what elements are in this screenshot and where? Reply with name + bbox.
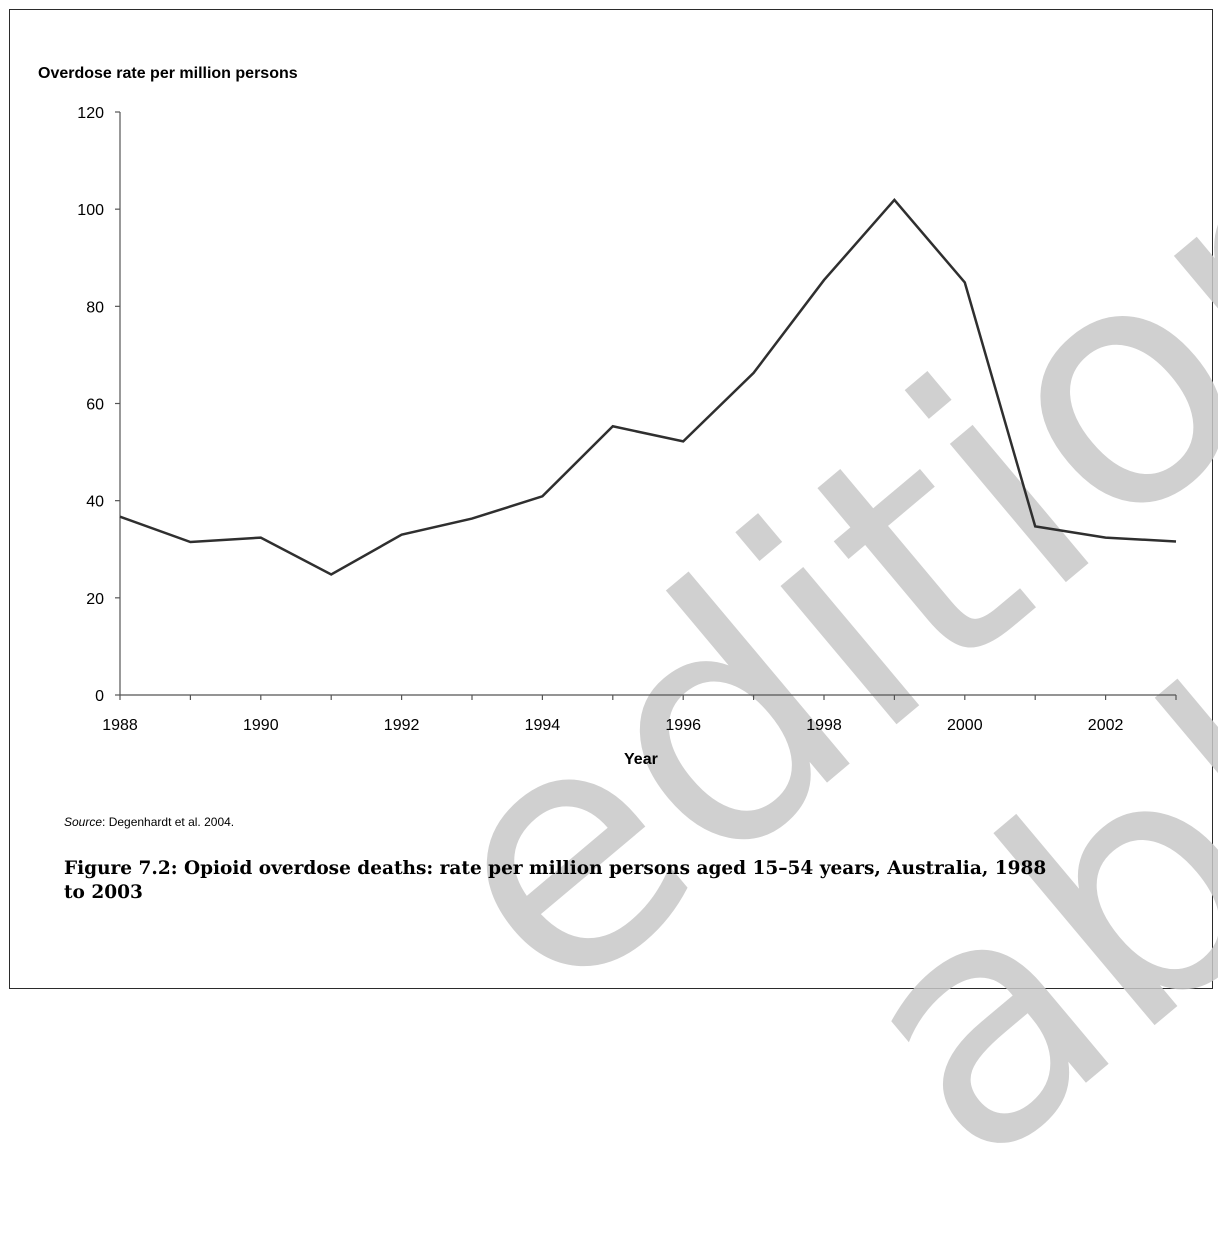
y-tick-label: 120 (77, 105, 104, 122)
x-tick-label: 2002 (1088, 717, 1124, 734)
figure-caption: Figure 7.2: Opioid overdose deaths: rate… (64, 857, 1064, 905)
y-tick-label: 80 (86, 299, 104, 316)
y-tick-label: 60 (86, 397, 104, 414)
y-tick-label: 20 (86, 591, 104, 608)
x-tick-label: 1992 (384, 717, 420, 734)
x-tick-label: 1996 (665, 717, 701, 734)
y-tick-label: 100 (77, 202, 104, 219)
source-note: Source: Degenhardt et al. 2004. (64, 815, 234, 829)
line-chart: 0 20 40 60 80 100 120 1988 1990 1992 1994 1996 1998 2… (0, 0, 1218, 800)
x-tick-label: 1994 (525, 717, 561, 734)
x-tick-label: 1990 (243, 717, 279, 734)
x-tick-label: 2000 (947, 717, 983, 734)
source-label: Source (64, 815, 102, 829)
source-text: : Degenhardt et al. 2004. (102, 815, 234, 829)
y-tick-label: 40 (86, 494, 104, 511)
y-tick-label: 0 (95, 688, 104, 705)
x-axis-title: Year (624, 751, 658, 769)
x-tick-label: 1988 (102, 717, 138, 734)
series-line (120, 200, 1176, 575)
x-tick-label: 1998 (806, 717, 842, 734)
